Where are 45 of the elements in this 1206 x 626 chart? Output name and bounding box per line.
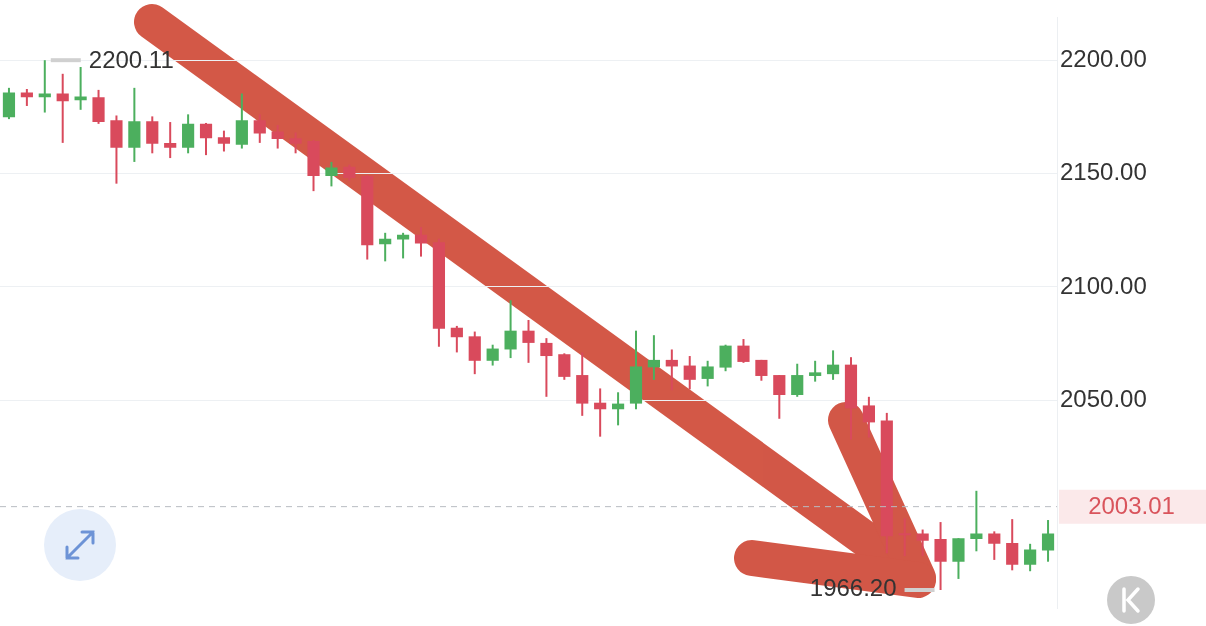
candlestick <box>504 299 517 360</box>
candlestick <box>791 362 804 398</box>
candlestick <box>737 338 750 364</box>
candlestick <box>558 352 571 381</box>
y-tick-label: 2050.00 <box>1059 384 1147 412</box>
candlestick <box>397 231 410 260</box>
y-tick-label: 2150.00 <box>1059 158 1147 186</box>
candlestick <box>934 521 947 592</box>
candlestick <box>647 334 660 381</box>
candlestick <box>665 348 678 392</box>
candlestick <box>970 489 983 553</box>
candlestick <box>253 113 266 144</box>
annotation: 2200.11 <box>88 45 174 73</box>
candlestick <box>862 395 875 439</box>
y-tick-label: 2200.00 <box>1059 45 1147 73</box>
candlestick <box>289 131 302 155</box>
candlestick <box>809 359 822 383</box>
y-tick-label: 2100.00 <box>1059 271 1147 299</box>
candlestick <box>1006 518 1019 572</box>
candlestick <box>916 528 929 558</box>
candlestick <box>988 530 1001 561</box>
candlestick <box>486 343 499 367</box>
candlestick <box>701 359 714 388</box>
candlestick <box>271 123 284 150</box>
candlestick <box>683 355 696 391</box>
candlestick <box>898 517 911 558</box>
candlestick <box>540 337 553 398</box>
candlestick <box>325 160 338 188</box>
candlestick <box>146 115 159 155</box>
candlestick <box>182 113 195 155</box>
candlestick <box>74 66 87 111</box>
candlestick <box>414 226 428 258</box>
candlestick <box>199 121 213 157</box>
candlestick <box>952 537 965 580</box>
candlestick <box>217 129 231 153</box>
candlestick <box>826 349 840 381</box>
ref-line-label: 2003.01 <box>1088 492 1175 520</box>
candlestick <box>773 374 786 420</box>
candlestick <box>1024 542 1037 573</box>
candlestick <box>164 121 177 160</box>
candlestick <box>594 387 607 438</box>
candlestick <box>522 319 535 364</box>
candlestick <box>719 343 732 373</box>
candlestick <box>1041 519 1055 563</box>
candlestick <box>450 324 463 354</box>
